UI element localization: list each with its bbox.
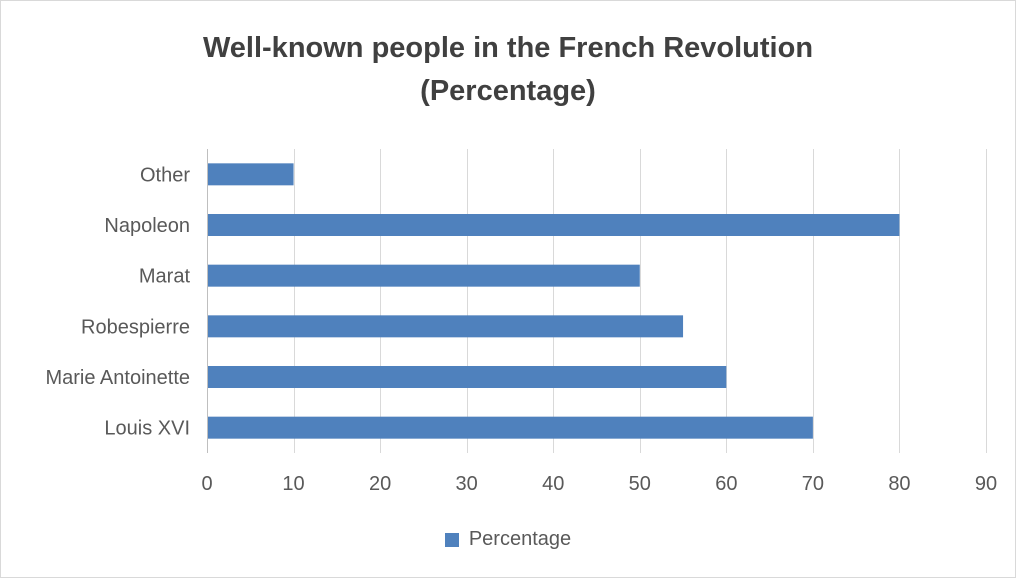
x-tick-label: 20 bbox=[369, 473, 391, 495]
x-tick-label: 90 bbox=[975, 473, 997, 495]
category-label: Napoleon bbox=[104, 215, 190, 237]
x-tick-label: 0 bbox=[201, 473, 212, 495]
bar bbox=[207, 366, 727, 388]
bar bbox=[207, 315, 684, 338]
category-label: Marat bbox=[139, 266, 191, 288]
legend-label: Percentage bbox=[468, 528, 572, 550]
chart-title: Well-known people in the French Revoluti… bbox=[1, 27, 1015, 113]
legend: Percentage bbox=[1, 528, 1015, 551]
legend-swatch bbox=[444, 532, 459, 547]
x-tick-label: 80 bbox=[888, 473, 910, 495]
x-tick-label: 40 bbox=[542, 473, 564, 495]
chart-title-line-2: (Percentage) bbox=[420, 75, 596, 107]
category-label: Other bbox=[140, 164, 190, 186]
x-tick-label: 30 bbox=[456, 473, 478, 495]
bar bbox=[207, 416, 813, 439]
x-tick-label: 70 bbox=[802, 473, 824, 495]
bar bbox=[207, 264, 640, 287]
category-label: Robespierre bbox=[81, 316, 190, 338]
x-tick-label: 10 bbox=[282, 473, 304, 495]
x-tick-label: 50 bbox=[629, 473, 651, 495]
bar bbox=[207, 214, 900, 236]
x-tick-label: 60 bbox=[715, 473, 737, 495]
bar bbox=[207, 163, 294, 186]
category-label: Marie Antoinette bbox=[45, 367, 190, 389]
category-label: Louis XVI bbox=[104, 418, 190, 440]
chart-title-line-1: Well-known people in the French Revoluti… bbox=[202, 32, 814, 64]
